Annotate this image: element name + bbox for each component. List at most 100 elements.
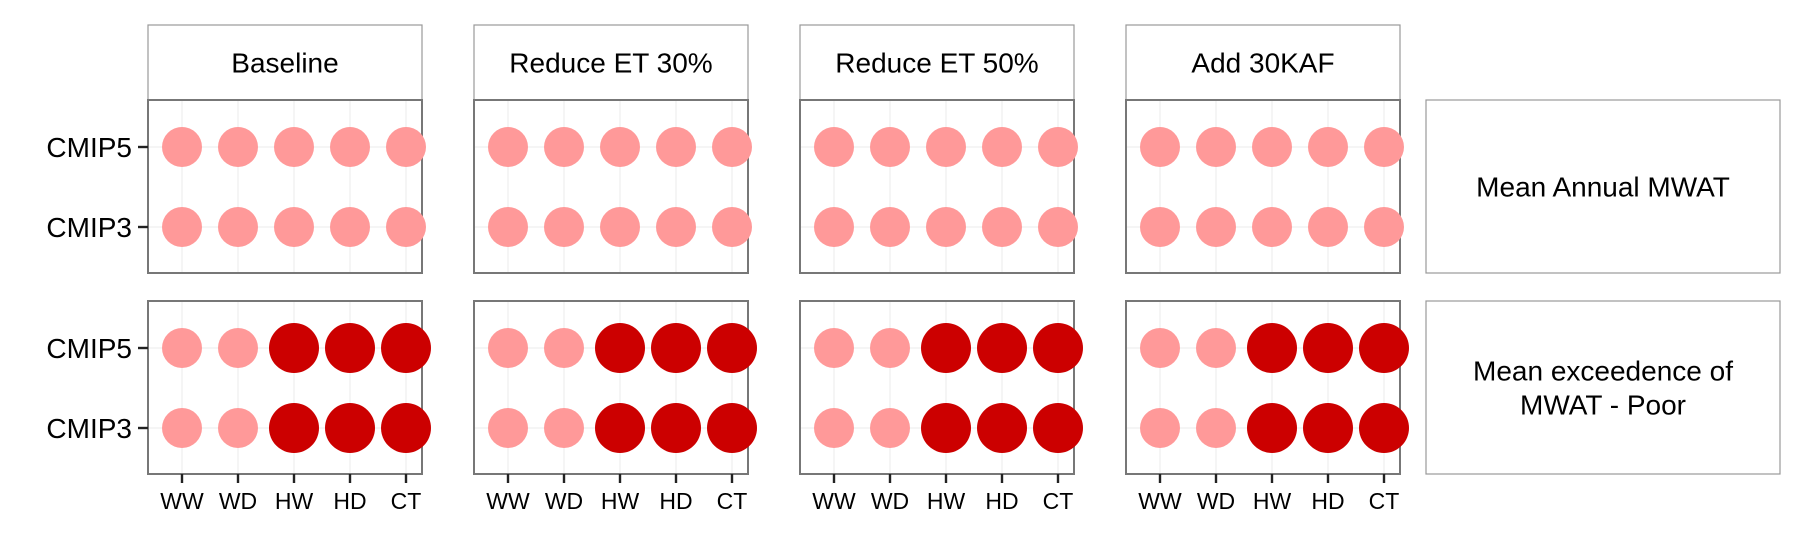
data-point	[1247, 403, 1297, 453]
panel-background	[799, 99, 1075, 274]
data-point	[600, 207, 640, 247]
data-point	[870, 408, 910, 448]
data-point	[595, 323, 645, 373]
data-point	[982, 127, 1022, 167]
data-point	[544, 207, 584, 247]
data-point	[381, 403, 431, 453]
data-point	[1252, 207, 1292, 247]
data-point	[1140, 328, 1180, 368]
data-point	[1364, 127, 1404, 167]
column-strip-label: Reduce ET 30%	[509, 48, 712, 79]
data-point	[1364, 207, 1404, 247]
data-point	[921, 403, 971, 453]
x-tick-label: WD	[871, 488, 909, 514]
data-point	[330, 207, 370, 247]
data-point	[712, 207, 752, 247]
data-point	[1140, 408, 1180, 448]
panel-background	[473, 99, 749, 274]
data-point	[814, 207, 854, 247]
x-tick-label: HD	[1311, 488, 1344, 514]
data-point	[386, 127, 426, 167]
x-tick-label: HW	[601, 488, 640, 514]
data-point	[1303, 403, 1353, 453]
data-point	[926, 207, 966, 247]
x-tick-label: HD	[333, 488, 366, 514]
data-point	[218, 127, 258, 167]
data-point	[325, 403, 375, 453]
data-point	[269, 323, 319, 373]
row-strip-label: Mean exceedence of	[1473, 356, 1733, 387]
data-point	[926, 127, 966, 167]
data-point	[651, 323, 701, 373]
y-tick-label: CMIP3	[46, 212, 132, 243]
data-point	[1359, 403, 1409, 453]
data-point	[1033, 323, 1083, 373]
column-strip-label: Baseline	[231, 48, 338, 79]
data-point	[707, 403, 757, 453]
data-point	[162, 207, 202, 247]
data-point	[269, 403, 319, 453]
x-tick-label: WW	[160, 488, 204, 514]
x-tick-label: HD	[985, 488, 1018, 514]
y-tick-label: CMIP5	[46, 333, 132, 364]
data-point	[712, 127, 752, 167]
panel-background	[1125, 99, 1401, 274]
data-point	[1140, 207, 1180, 247]
x-tick-label: WD	[545, 488, 583, 514]
data-point	[325, 323, 375, 373]
data-point	[162, 127, 202, 167]
data-point	[921, 323, 971, 373]
row-strip	[1425, 99, 1781, 274]
data-point	[488, 127, 528, 167]
data-point	[656, 207, 696, 247]
data-point	[488, 328, 528, 368]
data-point	[656, 127, 696, 167]
data-point	[386, 207, 426, 247]
data-point	[544, 127, 584, 167]
data-point	[870, 127, 910, 167]
data-point	[1303, 323, 1353, 373]
x-tick-label: WW	[1138, 488, 1182, 514]
column-strip	[473, 24, 749, 101]
data-point	[274, 127, 314, 167]
data-point	[330, 127, 370, 167]
data-point	[1038, 127, 1078, 167]
data-point	[600, 127, 640, 167]
data-point	[814, 127, 854, 167]
data-point	[707, 323, 757, 373]
data-point	[218, 408, 258, 448]
y-tick-label: CMIP5	[46, 132, 132, 163]
row-strip-label: MWAT - Poor	[1520, 390, 1686, 421]
data-point	[814, 328, 854, 368]
x-tick-label: WW	[812, 488, 856, 514]
y-tick-label: CMIP3	[46, 413, 132, 444]
column-strip	[147, 24, 423, 101]
column-strip-label: Reduce ET 50%	[835, 48, 1038, 79]
x-tick-label: CT	[391, 488, 422, 514]
x-tick-label: WD	[1197, 488, 1235, 514]
data-point	[1359, 323, 1409, 373]
x-tick-label: HW	[927, 488, 966, 514]
row-strip-label: Mean Annual MWAT	[1476, 172, 1730, 203]
data-point	[1252, 127, 1292, 167]
x-tick-label: HD	[659, 488, 692, 514]
x-tick-label: CT	[1369, 488, 1400, 514]
data-point	[595, 403, 645, 453]
column-strip-label: Add 30KAF	[1191, 48, 1334, 79]
column-strip	[1125, 24, 1401, 101]
x-tick-label: WW	[486, 488, 530, 514]
data-point	[488, 408, 528, 448]
data-point	[218, 328, 258, 368]
data-point	[1247, 323, 1297, 373]
data-point	[870, 207, 910, 247]
data-point	[977, 403, 1027, 453]
data-point	[218, 207, 258, 247]
x-tick-label: HW	[1253, 488, 1292, 514]
x-tick-label: WD	[219, 488, 257, 514]
data-point	[1196, 207, 1236, 247]
data-point	[1038, 207, 1078, 247]
column-strip	[799, 24, 1075, 101]
data-point	[544, 408, 584, 448]
panel-background	[147, 99, 423, 274]
data-point	[814, 408, 854, 448]
